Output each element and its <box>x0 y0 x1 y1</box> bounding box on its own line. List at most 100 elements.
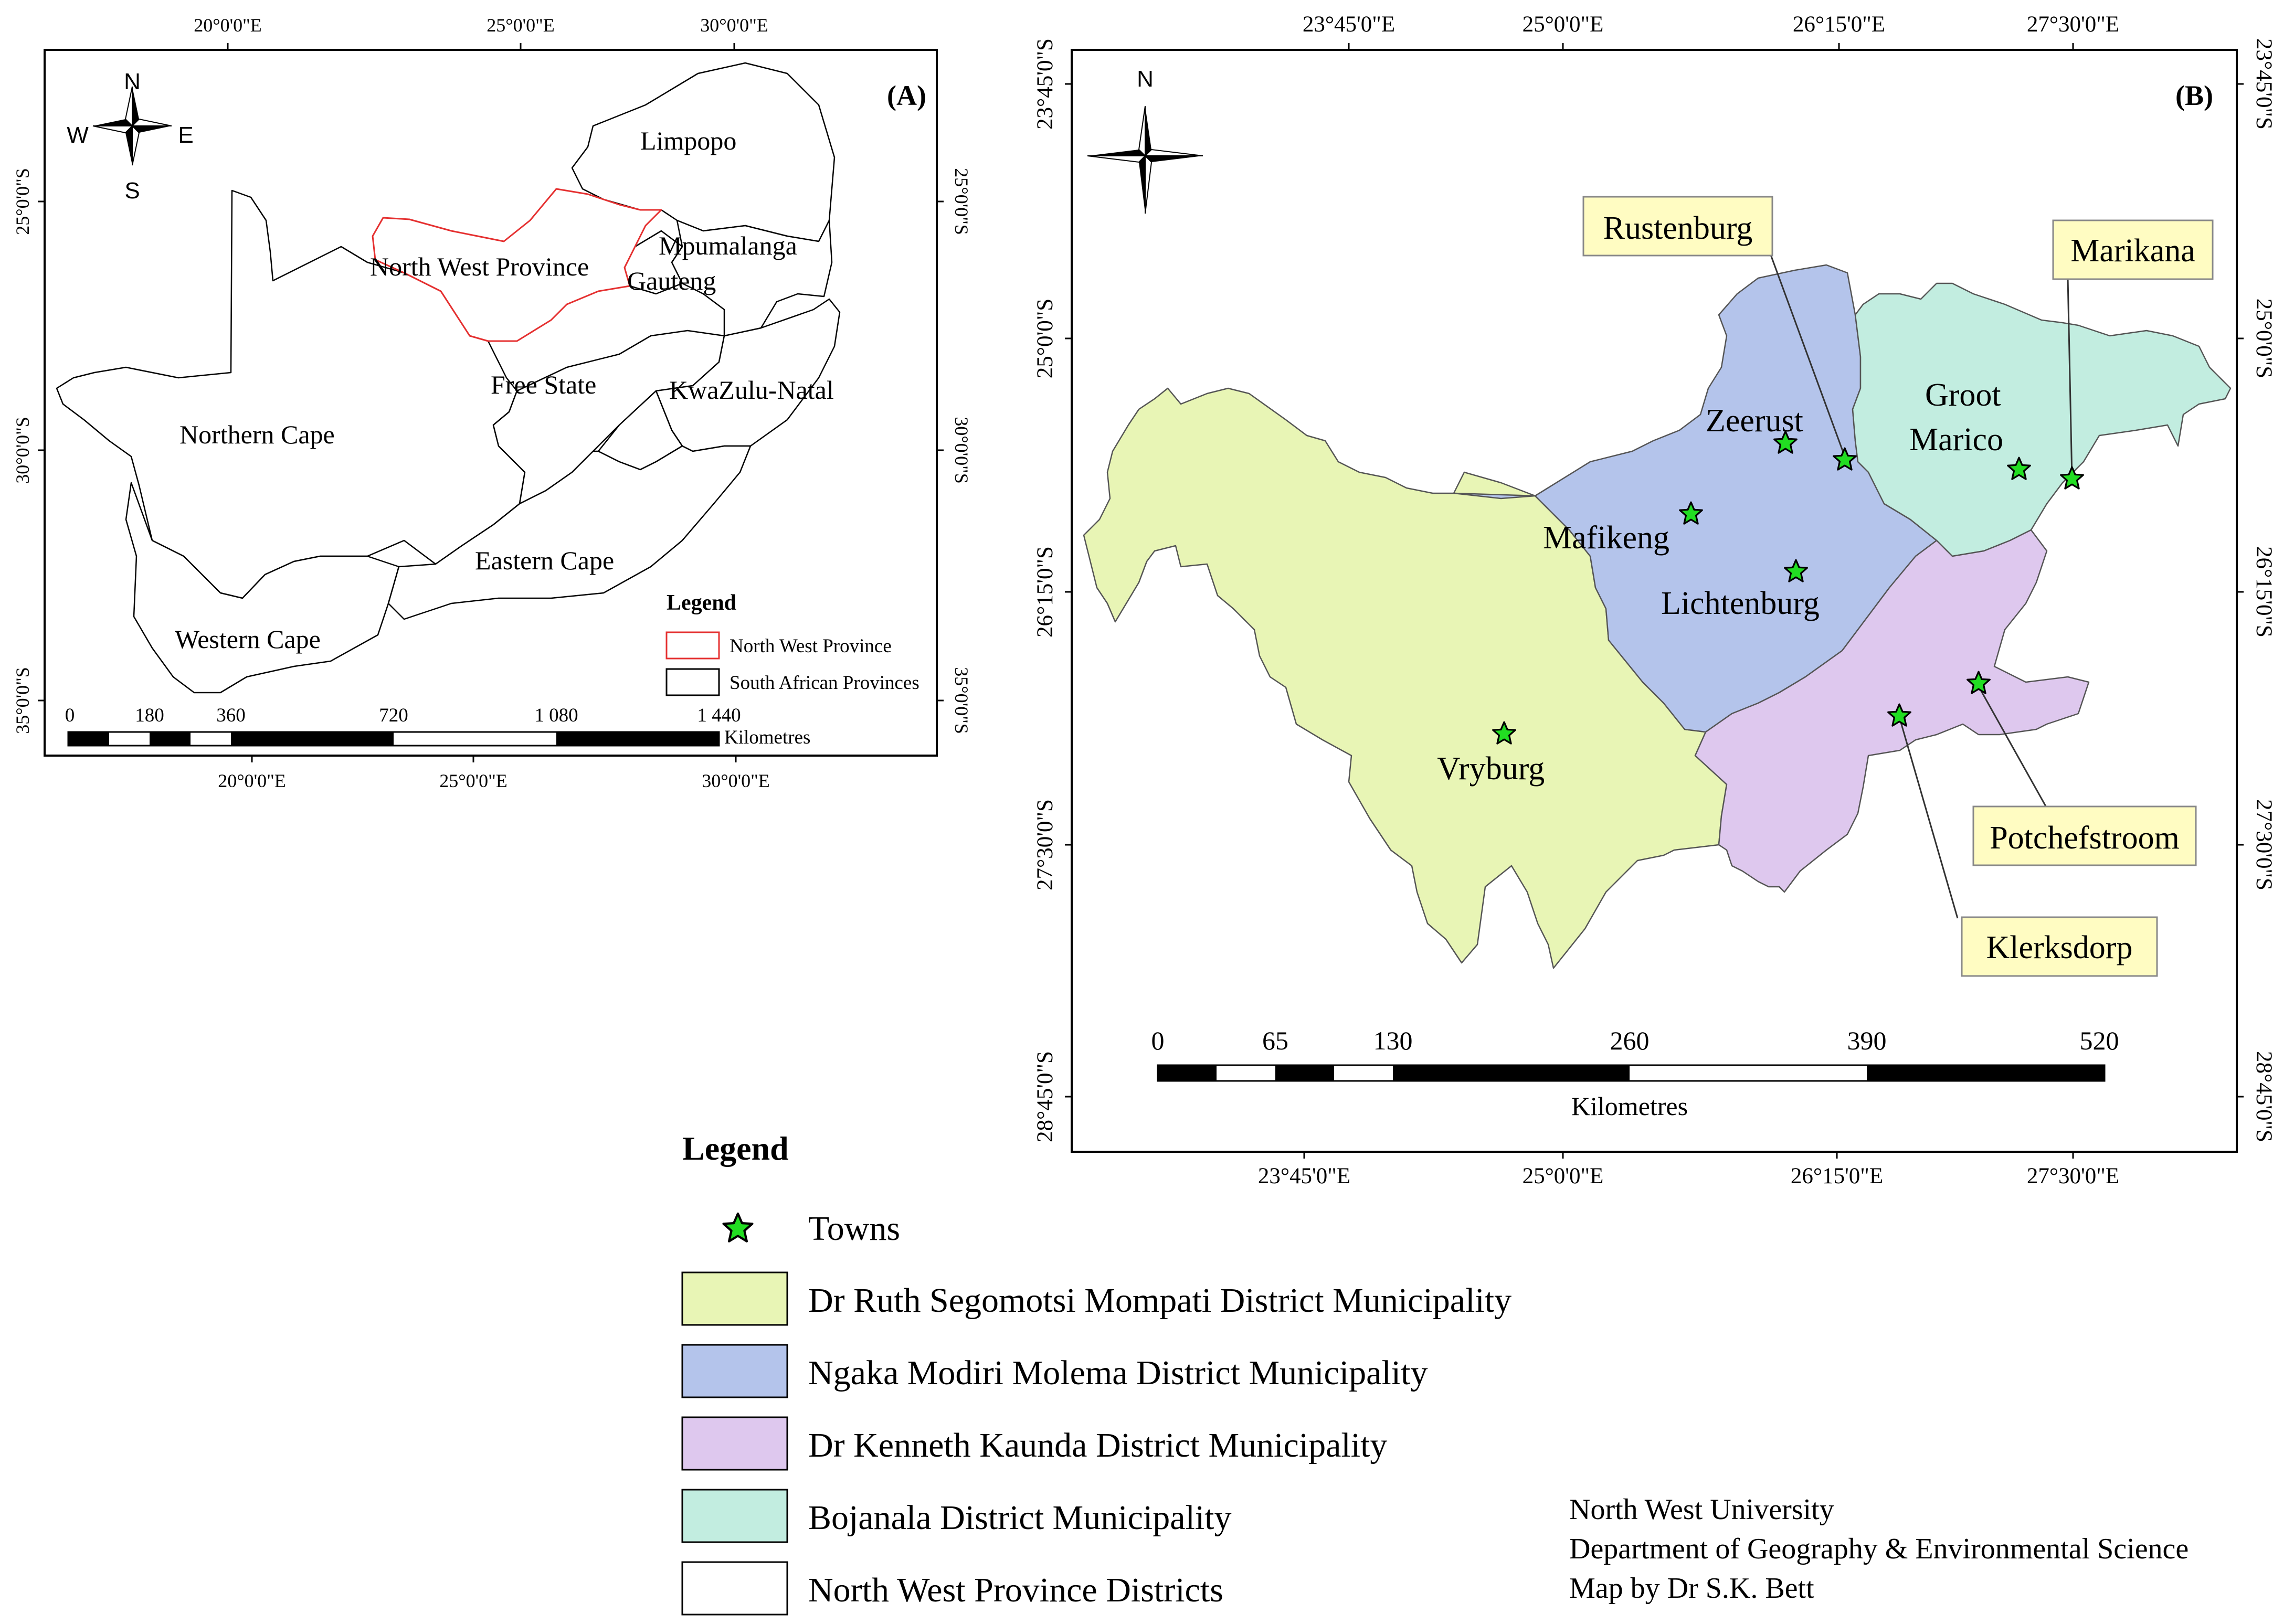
callout-klerksdorp-box <box>1961 916 2158 977</box>
legend-bojanala-label: Bojanala District Municipality <box>808 1499 1232 1537</box>
callout-klerksdorp: Klerksdorp <box>1986 930 2133 965</box>
a-left-tick: 30°0'0"S <box>12 417 33 484</box>
b-bottom-tick: 23°45'0"E <box>1258 1164 1350 1188</box>
callout-potchefstroom: Potchefstroom <box>1990 820 2180 856</box>
b-top-tick: 27°30'0"E <box>2027 12 2119 37</box>
a-scale-label: 0 <box>65 705 75 726</box>
compass-a-e: E <box>178 122 193 148</box>
b-scale-label: 0 <box>1151 1026 1165 1055</box>
b-bottom-tick: 25°0'0"E <box>1523 1164 1604 1188</box>
legend-ngaka-label: Ngaka Modiri Molema District Municipalit… <box>808 1354 1428 1392</box>
a-legend-nw-label: North West Province <box>730 635 892 657</box>
a-bottom-tick: 25°0'0"E <box>439 770 508 791</box>
legend-towns-star-icon <box>724 1214 753 1241</box>
b-scale-label: 130 <box>1373 1026 1413 1055</box>
district-kenneth-kaunda <box>1694 529 2090 893</box>
legend-districts-label: North West Province Districts <box>808 1571 1223 1609</box>
b-scale-unit: Kilometres <box>1571 1091 1688 1121</box>
callout-potchefstroom-box <box>1972 805 2197 866</box>
legend-bojanala-swatch <box>681 1489 788 1543</box>
label-mafikeng: Mafikeng <box>1543 520 1669 556</box>
callouts: Rustenburg Marikana Potchefstroom Klerks… <box>1582 196 2214 977</box>
a-scale-unit: Kilometres <box>724 727 810 748</box>
legend-towns-label: Towns <box>808 1209 900 1248</box>
a-legend-title: Legend <box>667 591 736 615</box>
callout-marikana-box <box>2052 219 2214 280</box>
a-legend-prov-label: South African Provinces <box>730 672 919 694</box>
credits-line1: North West University <box>1569 1493 1834 1526</box>
compass-b-n: N <box>1137 66 1154 92</box>
legend-ngaka-swatch <box>681 1344 788 1398</box>
panel-b-map: 23°45'0"E 25°0'0"E 26°15'0"E 27°30'0"E 2… <box>1033 12 2276 1188</box>
b-left-tick: 28°45'0"S <box>1033 1051 1058 1142</box>
compass-a-icon <box>92 86 172 166</box>
label-mpumalanga: Mpumalanga <box>659 231 797 260</box>
a-scale-label: 360 <box>216 705 246 726</box>
label-limpopo: Limpopo <box>640 126 736 155</box>
sa-provinces <box>56 62 841 694</box>
b-left-tick: 23°45'0"S <box>1033 38 1058 130</box>
label-vryburg: Vryburg <box>1437 751 1545 787</box>
a-left-tick: 25°0'0"S <box>12 168 33 235</box>
a-right-tick: 25°0'0"S <box>951 168 972 235</box>
compass-a-n: N <box>124 69 141 94</box>
legend-districts-swatch <box>681 1561 788 1616</box>
northern-cape-shape <box>56 189 526 599</box>
panel-b-tag: (B) <box>2175 80 2213 111</box>
b-top-tick: 23°45'0"E <box>1303 12 1395 37</box>
a-scale-label: 720 <box>379 705 408 726</box>
a-legend-prov-swatch <box>665 668 720 696</box>
legend-kenneth-swatch <box>681 1416 788 1471</box>
b-right-tick: 28°45'0"S <box>2251 1051 2276 1142</box>
b-scale-label: 390 <box>1847 1026 1887 1055</box>
a-top-tick: 20°0'0"E <box>194 15 262 36</box>
label-groot: Groot <box>1925 377 2001 413</box>
b-left-tick: 25°0'0"S <box>1033 299 1058 378</box>
a-top-tick: 25°0'0"E <box>487 15 555 36</box>
label-northern-cape: Northern Cape <box>179 420 335 449</box>
eastern-cape-shape <box>387 445 752 620</box>
b-right-tick: 27°30'0"S <box>2251 799 2276 890</box>
compass-a-w: W <box>67 122 89 148</box>
b-left-tick: 27°30'0"S <box>1033 799 1058 890</box>
callout-marikana: Marikana <box>2070 233 2195 269</box>
a-bottom-tick: 30°0'0"E <box>702 770 770 791</box>
legend-ruth-swatch <box>681 1271 788 1326</box>
north-west-province-outline <box>372 188 662 342</box>
callout-rustenburg: Rustenburg <box>1603 210 1753 246</box>
a-right-tick: 30°0'0"S <box>951 417 972 484</box>
a-top-tick: 30°0'0"E <box>700 15 768 36</box>
label-kwazulu-natal: KwaZulu-Natal <box>669 375 834 405</box>
a-scale-label: 180 <box>135 705 164 726</box>
compass-a-s: S <box>124 178 140 204</box>
b-bottom-tick: 26°15'0"E <box>1791 1164 1883 1188</box>
label-marico: Marico <box>1909 422 2003 458</box>
compass-b-icon <box>1087 105 1203 214</box>
panel-a-legend: Legend North West Province South African… <box>665 591 919 696</box>
a-legend-nw-swatch <box>665 631 720 660</box>
panel-a-tag: (A) <box>887 80 926 111</box>
legend-ruth-label: Dr Ruth Segomotsi Mompati District Munic… <box>808 1281 1511 1320</box>
label-eastern-cape: Eastern Cape <box>475 546 614 575</box>
b-left-tick: 26°15'0"S <box>1033 546 1058 638</box>
panel-a-scale-bar: 0 180 360 720 1 080 1 440 Kilometres <box>65 705 811 748</box>
b-top-tick: 26°15'0"E <box>1793 12 1885 37</box>
label-north-west: North West Province <box>370 252 589 281</box>
main-legend: Legend Towns Dr Ruth Segomotsi Mompati D… <box>681 1130 1511 1616</box>
credits: North West University Department of Geog… <box>1569 1493 2189 1605</box>
panel-b-scale-bar: 0 65 130 260 390 520 Kilometres <box>1151 1026 2119 1121</box>
a-right-tick: 35°0'0"S <box>951 667 972 734</box>
a-scale-label: 1 080 <box>534 705 578 726</box>
b-bottom-tick: 27°30'0"E <box>2027 1164 2119 1188</box>
b-right-tick: 26°15'0"S <box>2251 546 2276 638</box>
district-bojanala <box>1852 282 2232 557</box>
legend-kenneth-label: Dr Kenneth Kaunda District Municipality <box>808 1426 1387 1464</box>
credits-line2: Department of Geography & Environmental … <box>1569 1533 2189 1565</box>
b-scale-label: 260 <box>1610 1026 1650 1055</box>
label-zeerust: Zeerust <box>1706 403 1803 439</box>
label-lichtenburg: Lichtenburg <box>1661 586 1820 621</box>
western-cape-shape <box>125 482 400 694</box>
b-top-tick: 25°0'0"E <box>1523 12 1604 37</box>
b-scale-label: 65 <box>1262 1026 1288 1055</box>
a-left-tick: 35°0'0"S <box>12 667 33 734</box>
